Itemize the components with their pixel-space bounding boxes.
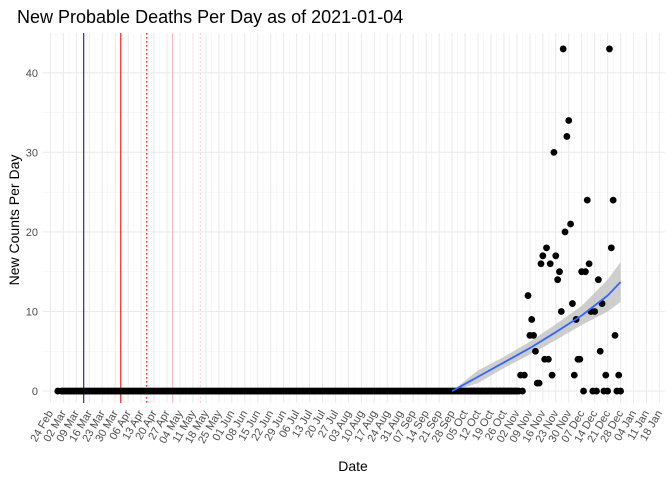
y-tick-label: 20 [26, 227, 38, 239]
data-point [511, 387, 519, 395]
data-point [528, 316, 536, 323]
data-point [567, 220, 574, 228]
data-point [546, 260, 554, 268]
data-point [593, 387, 600, 395]
data-point [532, 347, 539, 355]
data-point [550, 148, 558, 156]
x-axis-title: Date [338, 458, 368, 474]
data-point [615, 371, 623, 379]
data-point [557, 308, 565, 315]
data-point [520, 371, 528, 379]
data-point [604, 387, 612, 395]
data-point [580, 387, 587, 395]
y-tick-label: 0 [32, 386, 38, 398]
data-point [559, 45, 567, 53]
confidence-band [452, 262, 621, 392]
data-point [543, 244, 550, 252]
chart-title: New Probable Deaths Per Day as of 2021-0… [17, 7, 403, 27]
y-tick-label: 40 [26, 68, 38, 80]
data-point [539, 252, 547, 260]
data-point [609, 196, 617, 204]
data-point [563, 133, 571, 140]
data-point [569, 300, 576, 307]
data-point [581, 268, 589, 276]
data-point [596, 347, 604, 355]
data-point [530, 331, 537, 339]
smooth-trend [451, 281, 622, 392]
data-point [606, 45, 613, 53]
reference-lines [83, 33, 201, 403]
data-point [607, 244, 615, 252]
y-axis-title: New Counts Per Day [6, 155, 22, 286]
data-points [54, 45, 624, 395]
data-point [552, 252, 560, 260]
y-axis: 0 10 20 30 40 [26, 68, 38, 398]
grid [43, 33, 665, 403]
data-point [524, 292, 532, 299]
data-point [554, 276, 562, 284]
data-point [570, 371, 578, 379]
data-point [519, 387, 526, 395]
data-point [548, 371, 556, 379]
data-point [535, 379, 543, 387]
y-tick-label: 10 [26, 306, 38, 318]
data-point [561, 228, 569, 236]
data-point [537, 260, 545, 268]
data-point [565, 117, 573, 124]
data-point [54, 387, 62, 395]
smooth-line [451, 281, 622, 392]
data-point [594, 276, 602, 284]
smooth-confidence-band [452, 262, 621, 392]
data-point [617, 387, 624, 395]
data-point [585, 260, 593, 268]
data-point [611, 331, 619, 339]
data-point [602, 371, 610, 379]
data-point [591, 308, 599, 315]
data-point [544, 355, 552, 363]
data-point [583, 196, 591, 204]
y-tick-label: 30 [26, 147, 38, 159]
data-point [576, 355, 584, 363]
data-point [556, 268, 563, 276]
